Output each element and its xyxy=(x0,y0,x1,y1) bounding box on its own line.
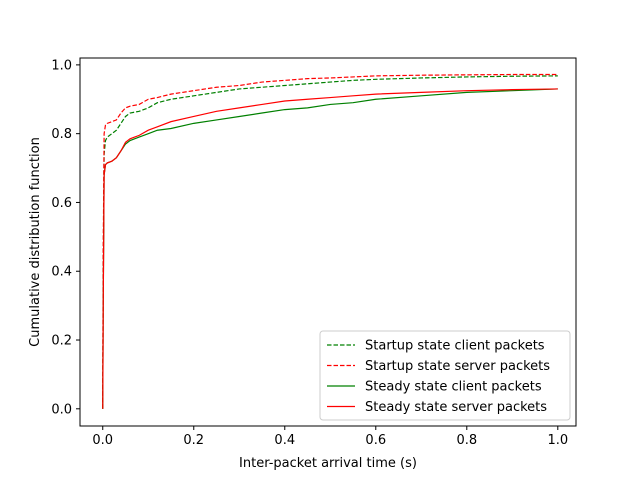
series-line-1 xyxy=(102,75,558,409)
legend: Startup state client packets Startup stat… xyxy=(319,330,571,421)
legend-label-4: Steady state server packets xyxy=(365,400,547,415)
legend-label-3: Steady state client packets xyxy=(365,380,542,395)
y-tick-label: 0.0 xyxy=(51,402,72,417)
series-line-2 xyxy=(102,73,558,409)
series-layer xyxy=(102,73,558,409)
legend-box xyxy=(319,330,571,421)
y-tick-label: 0.2 xyxy=(51,334,72,349)
x-tick-label: 0.6 xyxy=(365,433,386,448)
y-axis-title: Cumulative distribution function xyxy=(28,137,43,347)
x-tick-label: 0.4 xyxy=(274,433,295,448)
x-tick-label: 0.2 xyxy=(183,433,204,448)
legend-label-2: Startup state server packets xyxy=(365,359,550,374)
plot-frame xyxy=(79,57,577,427)
legend-label-1: Startup state client packets xyxy=(365,339,545,354)
x-tick-label: 0.8 xyxy=(456,433,477,448)
y-axis: 0.0 0.2 0.4 0.6 0.8 1.0 xyxy=(51,58,80,417)
y-tick-label: 0.6 xyxy=(51,196,72,211)
series-line-4 xyxy=(102,88,558,409)
x-axis: 0.0 0.2 0.4 0.6 0.8 1.0 xyxy=(92,426,568,448)
x-tick-label: 1.0 xyxy=(547,433,568,448)
y-tick-label: 0.4 xyxy=(51,265,72,280)
y-tick-label: 0.8 xyxy=(51,127,72,142)
y-tick-label: 1.0 xyxy=(51,58,72,73)
x-axis-title: Inter-packet arrival time (s) xyxy=(239,456,417,471)
x-tick-label: 0.0 xyxy=(92,433,113,448)
